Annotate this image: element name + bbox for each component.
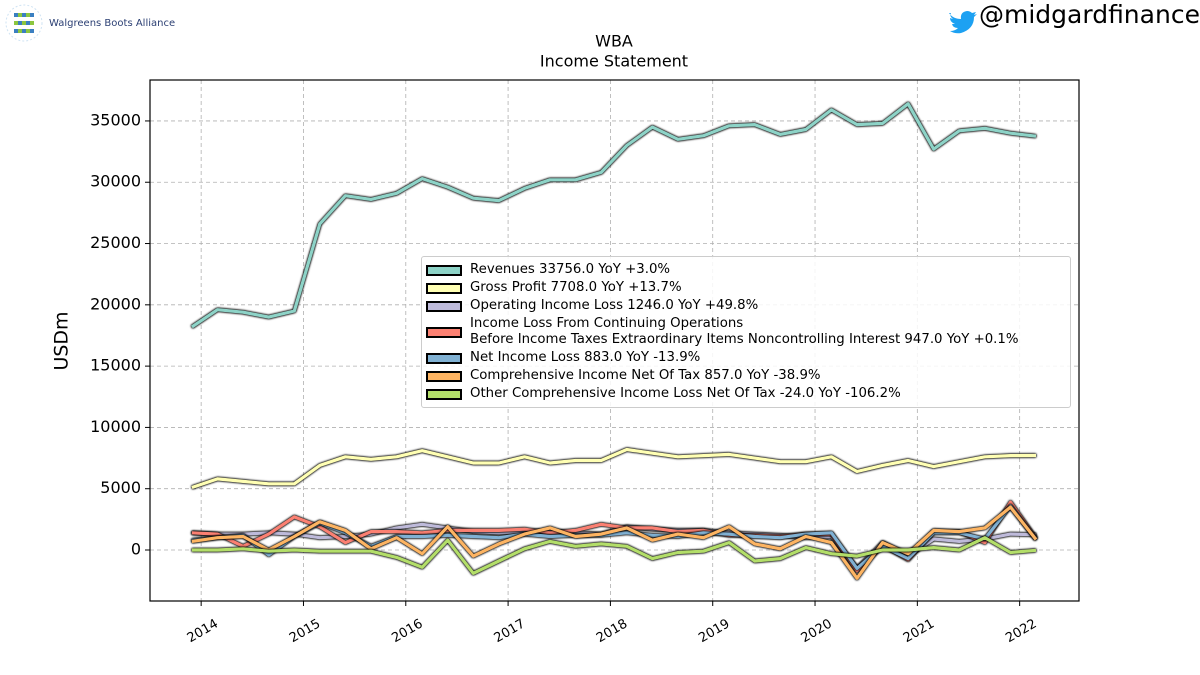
legend-item: Comprehensive Income Net Of Tax 857.0 Yo… <box>426 368 1066 384</box>
legend-item: Operating Income Loss 1246.0 YoY +49.8% <box>426 298 1066 314</box>
plot-frame <box>149 79 1080 602</box>
legend-swatch <box>426 282 462 294</box>
y-tick-label: 10000 <box>90 417 141 436</box>
series-line <box>191 536 1037 575</box>
legend-swatch <box>426 370 462 382</box>
x-tick-label: 2021 <box>901 617 937 647</box>
x-tick-label: 2014 <box>185 617 221 647</box>
series-line <box>191 447 1037 490</box>
y-tick-label: 0 <box>131 540 141 559</box>
logo-icon <box>5 4 43 42</box>
legend-item: Revenues 33756.0 YoY +3.0% <box>426 262 1066 278</box>
x-tick-label: 2017 <box>492 617 528 647</box>
legend-label: Comprehensive Income Net Of Tax 857.0 Yo… <box>470 368 821 383</box>
x-tick-label: 2015 <box>287 617 323 647</box>
legend-item: Net Income Loss 883.0 YoY -13.9% <box>426 350 1066 366</box>
chart-title: WBA <box>595 32 633 51</box>
chart-subtitle: Income Statement <box>540 52 688 71</box>
legend-swatch <box>426 352 462 364</box>
y-tick-label: 15000 <box>90 356 141 375</box>
legend-swatch <box>426 326 462 338</box>
legend-label: Income Loss From Continuing Operations B… <box>470 316 1019 347</box>
legend-label: Other Comprehensive Income Loss Net Of T… <box>470 386 901 401</box>
y-tick-label: 20000 <box>90 294 141 313</box>
legend-item: Gross Profit 7708.0 YoY +13.7% <box>426 280 1066 296</box>
legend-swatch <box>426 300 462 312</box>
legend-label: Revenues 33756.0 YoY +3.0% <box>470 262 671 277</box>
legend-item: Income Loss From Continuing Operations B… <box>426 316 1066 348</box>
legend-label: Operating Income Loss 1246.0 YoY +49.8% <box>470 298 759 313</box>
legend-swatch <box>426 388 462 400</box>
series-line <box>191 505 1038 580</box>
legend-label: Net Income Loss 883.0 YoY -13.9% <box>470 350 701 365</box>
x-tick-label: 2018 <box>594 617 630 647</box>
x-tick-label: 2020 <box>799 617 835 647</box>
twitter-icon <box>949 11 977 34</box>
legend-label: Gross Profit 7708.0 YoY +13.7% <box>470 280 682 295</box>
x-tick-label: 2019 <box>696 617 732 647</box>
y-axis-label: USDm <box>51 311 73 370</box>
y-tick-label: 30000 <box>90 172 141 191</box>
legend-item: Other Comprehensive Income Loss Net Of T… <box>426 386 1066 402</box>
x-tick-label: 2022 <box>1003 617 1039 647</box>
x-tick-label: 2016 <box>389 617 425 647</box>
y-tick-label: 5000 <box>100 478 141 497</box>
legend: Revenues 33756.0 YoY +3.0% Gross Profit 7… <box>421 256 1071 408</box>
logo-text: Walgreens Boots Alliance <box>49 18 175 29</box>
series-line <box>191 102 1037 329</box>
series-line <box>191 504 1038 570</box>
y-tick-label: 35000 <box>90 110 141 129</box>
y-tick-label: 25000 <box>90 233 141 252</box>
handle: @midgardfinance <box>979 0 1200 29</box>
legend-swatch <box>426 264 462 276</box>
